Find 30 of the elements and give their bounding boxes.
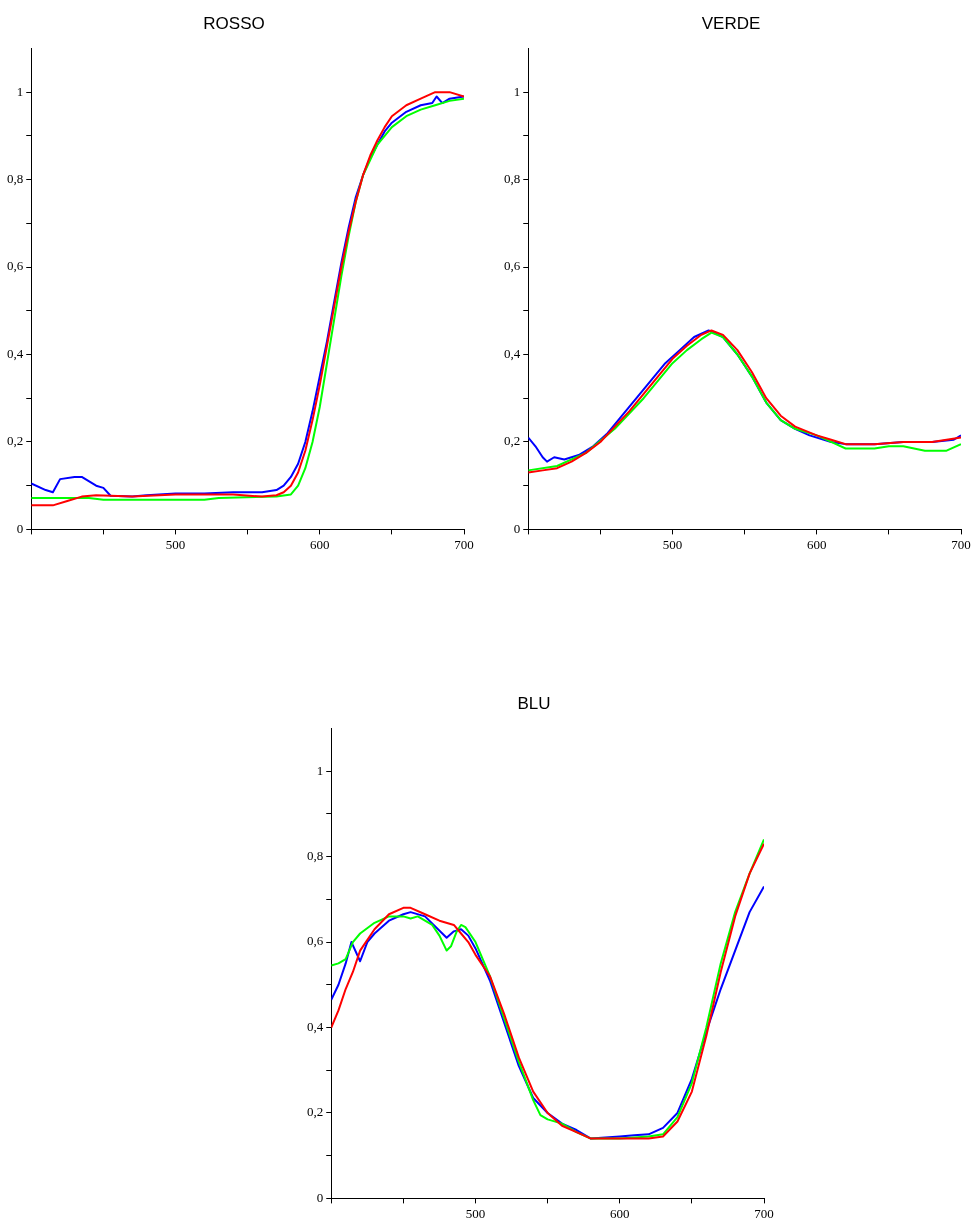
y-tick-label: 0,6 (7, 258, 24, 274)
y-tick-label: 0,8 (307, 848, 324, 863)
x-tick-label: 500 (465, 1205, 486, 1221)
y-tick-label: 0,4 (504, 345, 521, 361)
y-tick-label: 0,6 (307, 933, 324, 949)
x-tick-label: 700 (951, 536, 971, 552)
x-tick-label: 600 (807, 536, 827, 552)
y-tick-label: 1 (16, 83, 24, 99)
x-tick-label: 700 (754, 1205, 774, 1221)
y-tick-label: 0,6 (504, 258, 521, 274)
y-tick-label: 0,8 (504, 171, 521, 186)
x-tick-label: 600 (610, 1205, 630, 1221)
x-tick-label: 500 (165, 536, 186, 552)
y-tick-label: 0,8 (7, 171, 24, 186)
x-tick-label: 500 (662, 536, 683, 552)
y-tick-label: 0,4 (7, 345, 24, 361)
x-tick-label: 700 (454, 536, 474, 552)
y-tick-label: 1 (316, 762, 324, 778)
y-tick-label: 0,4 (307, 1018, 324, 1034)
y-tick-label: 0,2 (7, 433, 24, 449)
chart-title: BLU (517, 693, 551, 713)
chart-title: ROSSO (203, 13, 265, 33)
y-tick-label: 0 (16, 520, 24, 536)
y-tick-label: 1 (513, 83, 521, 99)
y-tick-label: 0 (513, 520, 521, 536)
y-tick-label: 0,2 (307, 1104, 324, 1120)
x-tick-label: 600 (310, 536, 330, 552)
y-tick-label: 0 (316, 1189, 324, 1205)
chart-title: VERDE (701, 13, 761, 33)
y-tick-label: 0,2 (504, 433, 521, 449)
